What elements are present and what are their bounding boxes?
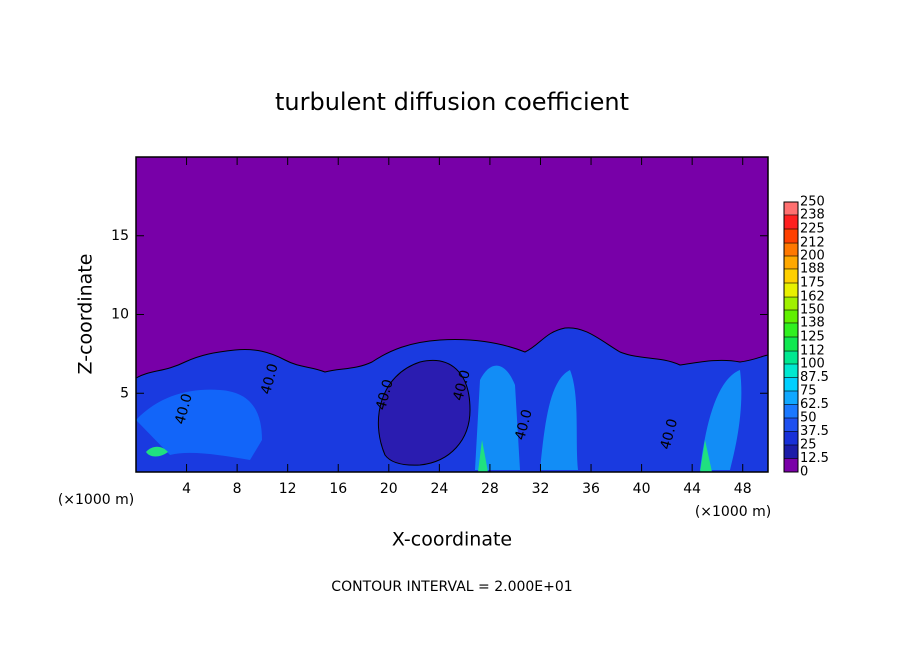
colorbar-label: 75: [800, 384, 817, 399]
colorbar-label: 138: [800, 315, 825, 330]
colorbar-box: [784, 431, 798, 445]
colorbar-label: 37.5: [800, 424, 829, 439]
colorbar-label: 125: [800, 330, 825, 345]
x-tick-label: 20: [380, 481, 398, 497]
field: [135, 157, 769, 473]
x-tick-label: 40: [633, 481, 651, 497]
colorbar-box: [784, 268, 798, 283]
colorbar-box: [784, 458, 798, 472]
chart-title: turbulent diffusion coefficient: [275, 88, 629, 116]
colorbar-label: 87.5: [800, 370, 829, 385]
x-tick-label: 44: [683, 481, 701, 497]
y-unit: (×1000 m): [58, 492, 134, 508]
colorbar-label: 50: [800, 411, 817, 426]
contour-label: 40.0: [373, 378, 397, 412]
colorbar-label: 112: [800, 344, 825, 359]
colorbar-label: 150: [800, 303, 825, 318]
contour-label: 40.0: [258, 362, 282, 396]
colorbar-label: 225: [800, 222, 825, 237]
colorbar-label: 12.5: [800, 451, 829, 466]
colorbar-box: [784, 364, 798, 378]
colorbar-box: [784, 243, 798, 256]
colorbar-box: [784, 337, 798, 352]
footnote: CONTOUR INTERVAL = 2.000E+01: [331, 579, 572, 595]
colorbar-label: 100: [800, 357, 825, 372]
colorbar-label: 188: [800, 261, 825, 276]
colorbar-label: 250: [800, 195, 825, 210]
x-axis-label: X-coordinate: [392, 529, 512, 551]
colorbar-box: [784, 377, 798, 391]
y-axis-label: Z-coordinate: [75, 254, 97, 375]
colorbar-box: [784, 322, 798, 337]
colorbar-label: 212: [800, 236, 825, 251]
colorbar-box: [784, 310, 798, 323]
y-tick-label: 5: [120, 385, 129, 401]
x-tick-label: 12: [279, 481, 297, 497]
colorbar-box: [784, 418, 798, 432]
contour-label: 40.0: [450, 368, 474, 402]
x-tick-label: 32: [532, 481, 550, 497]
colorbar-box: [784, 404, 798, 418]
colorbar-label: 162: [800, 290, 825, 305]
x-tick-label: 36: [582, 481, 600, 497]
colorbar-box: [784, 297, 798, 310]
colorbar-label: 62.5: [800, 397, 829, 412]
y-tick-label: 15: [111, 228, 129, 244]
x-unit: (×1000 m): [695, 504, 771, 520]
x-tick-label: 16: [329, 481, 347, 497]
x-tick-label: 8: [233, 481, 242, 497]
field-region: [136, 389, 262, 460]
colorbar-box: [784, 445, 798, 459]
colorbar-label: 200: [800, 249, 825, 264]
contour-label: 40.0: [172, 392, 196, 426]
field-region: [475, 365, 742, 470]
x-tick-label: 48: [734, 481, 752, 497]
colorbar-label: 175: [800, 276, 825, 291]
colorbar-label: 25: [800, 438, 817, 453]
field-region: [378, 360, 471, 466]
contour-label: 40.0: [512, 408, 536, 442]
colorbar-box: [784, 256, 798, 269]
colorbar-label: 238: [800, 207, 825, 222]
colorbar-box: [784, 283, 798, 298]
colorbar-label: 0: [800, 465, 808, 480]
colorbar-box: [784, 351, 798, 364]
x-tick-label: 24: [430, 481, 448, 497]
colorbar-box: [784, 202, 798, 215]
colorbar-box: [784, 229, 798, 244]
colorbar-box: [784, 214, 798, 229]
colorbar-box: [784, 391, 798, 405]
contour-label: 40.0: [658, 417, 682, 451]
x-tick-label: 28: [481, 481, 499, 497]
y-tick-label: 10: [111, 307, 129, 323]
x-tick-label: 4: [182, 481, 191, 497]
